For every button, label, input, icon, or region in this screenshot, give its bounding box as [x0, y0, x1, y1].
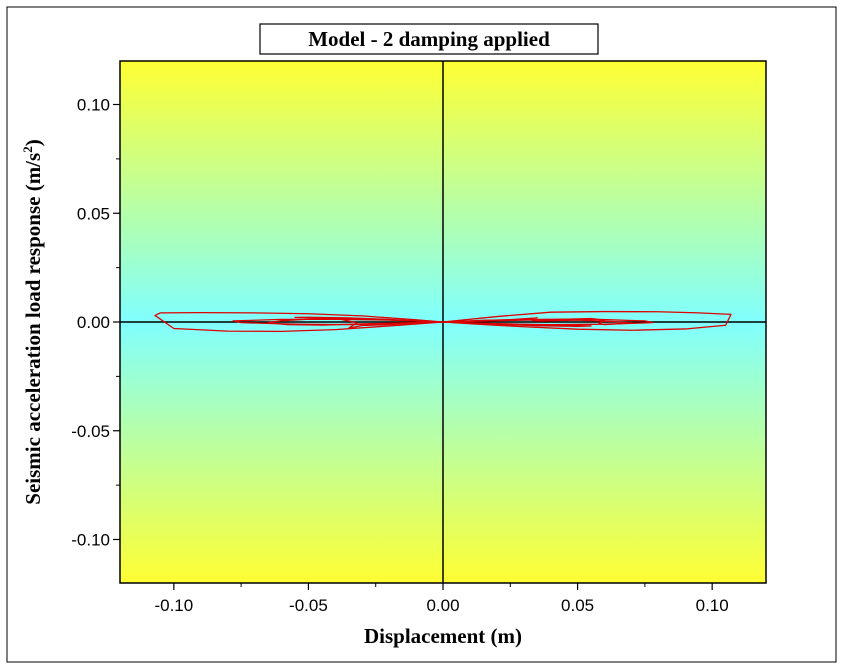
y-tick-label: 0.05: [77, 204, 110, 223]
y-axis-title-superscript: 2: [20, 146, 35, 153]
x-tick-label: -0.05: [289, 596, 328, 615]
figure-frame: [6, 6, 837, 663]
x-tick-label: 0.10: [696, 596, 729, 615]
y-ticks: -0.10 -0.05 0.00 0.05 0.10: [71, 96, 120, 550]
y-tick-label: -0.05: [71, 422, 110, 441]
y-axis-title-close: ): [21, 139, 45, 146]
x-axis-title: Displacement (m): [364, 624, 522, 648]
title-box: [259, 23, 599, 55]
y-tick-label: 0.00: [77, 313, 110, 332]
chart-title: Model - 2 damping applied: [308, 27, 550, 51]
y-tick-label: -0.10: [71, 531, 110, 550]
series-group: [154, 310, 732, 333]
x-tick-label: 0.00: [426, 596, 459, 615]
y-tick-label: 0.10: [77, 96, 110, 115]
series-line-4: [294, 316, 592, 328]
x-tick-label: -0.10: [154, 596, 193, 615]
series-line-3: [267, 317, 633, 329]
x-tick-label: 0.05: [561, 596, 594, 615]
x-ticks: -0.10 -0.05 0.00 0.05 0.10: [154, 583, 729, 615]
y-axis-title: Seismic acceleration load response (m/s2…: [20, 139, 45, 504]
y-axis-title-main: Seismic acceleration load response (m/s: [21, 153, 45, 505]
